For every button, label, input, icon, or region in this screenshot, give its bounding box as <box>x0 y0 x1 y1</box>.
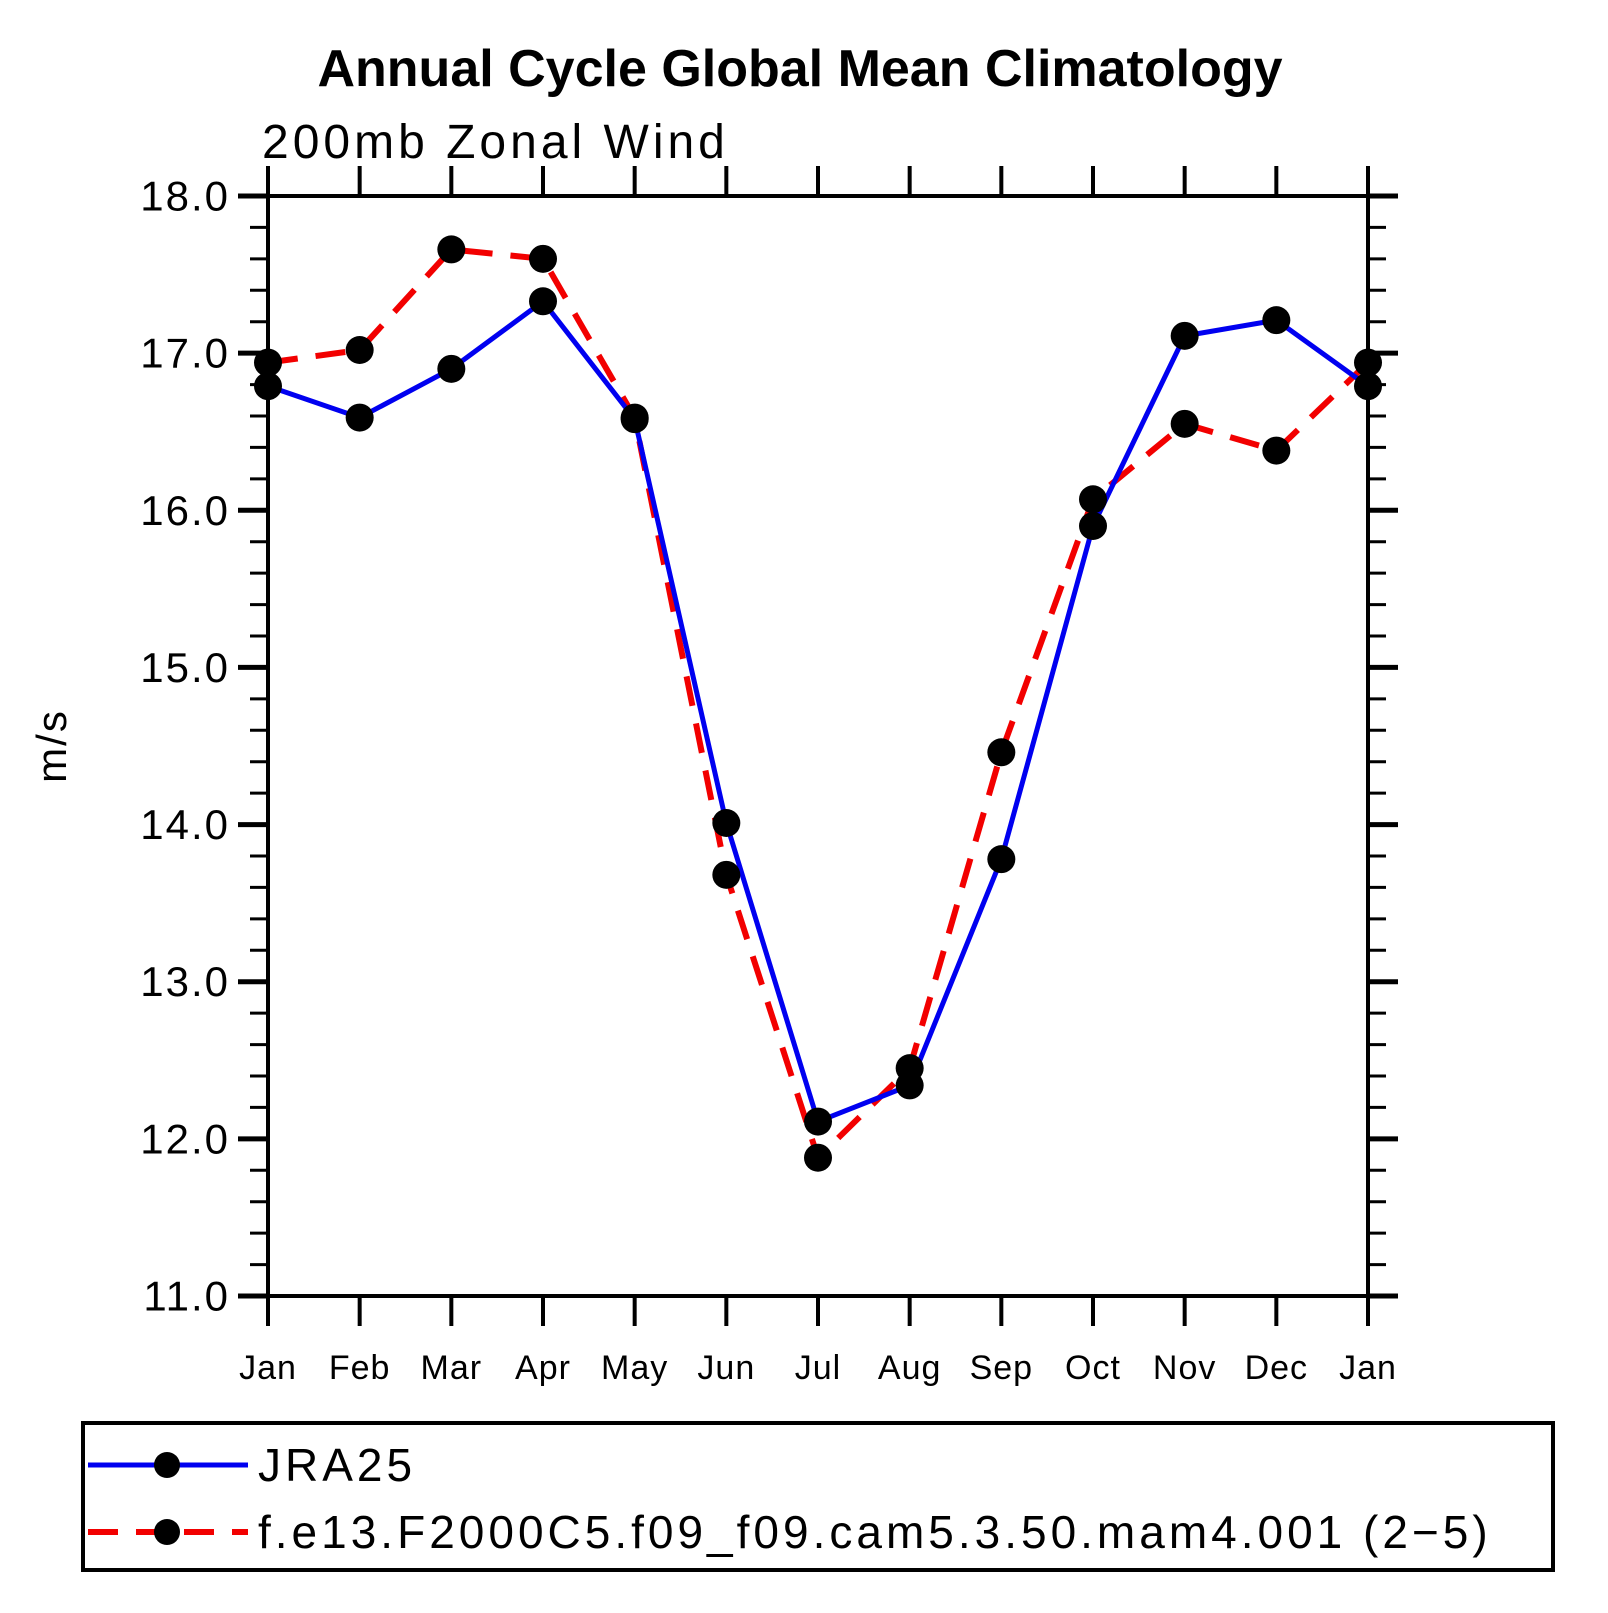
y-tick-label: 13.0 <box>140 958 230 1005</box>
x-tick-label: Apr <box>515 1349 571 1387</box>
data-point-jra25-dec11 <box>1262 306 1291 335</box>
y-tick-label: 15.0 <box>140 644 230 691</box>
data-point-model-nov10 <box>1170 409 1199 438</box>
x-tick-label: Jan <box>239 1349 297 1387</box>
x-tick-label: Sep <box>970 1349 1034 1387</box>
x-tick-label: May <box>601 1349 668 1387</box>
data-point-jra25-may4 <box>620 405 649 434</box>
x-tick-label: Nov <box>1153 1349 1216 1387</box>
chart-title: Annual Cycle Global Mean Climatology <box>317 40 1282 98</box>
data-point-jra25-apr3 <box>529 287 557 316</box>
data-point-model-jul6 <box>804 1143 832 1172</box>
x-tick-label: Dec <box>1245 1349 1308 1387</box>
data-point-model-feb1 <box>345 336 374 364</box>
x-tick-label: Aug <box>878 1349 942 1387</box>
legend-marker-model <box>154 1519 180 1545</box>
data-point-jra25-mar2 <box>437 354 466 383</box>
data-point-model-jan0 <box>254 348 282 377</box>
y-tick-label: 16.0 <box>140 487 230 534</box>
series-line-model <box>267 246 1371 1164</box>
data-point-jra25-nov10 <box>1170 321 1199 350</box>
data-point-jra25-jan12 <box>1354 372 1382 401</box>
data-point-model-oct9 <box>1079 485 1107 514</box>
y-tick-label: 17.0 <box>140 330 230 377</box>
y-tick-label: 11.0 <box>143 1273 230 1320</box>
data-point-jra25-jul6 <box>804 1107 832 1136</box>
data-point-jra25-feb1 <box>345 403 374 432</box>
x-tick-label: Oct <box>1065 1349 1121 1387</box>
x-tick-label: Jun <box>697 1349 755 1387</box>
data-point-jra25-oct9 <box>1079 512 1107 540</box>
x-tick-label: Jul <box>795 1349 841 1387</box>
chart-subtitle: 200mb Zonal Wind <box>262 116 729 169</box>
legend: JRA25 f.e13.F2000C5.f09_f09.cam5.3.50.ma… <box>81 1421 1555 1572</box>
legend-label-model: f.e13.F2000C5.f09_f09.cam5.3.50.mam4.001… <box>258 1506 1492 1558</box>
data-point-jra25-aug7 <box>895 1071 924 1100</box>
data-point-jra25-jan0 <box>254 372 282 401</box>
y-tick-label: 12.0 <box>140 1115 230 1162</box>
data-point-model-mar2 <box>437 235 466 264</box>
legend-box <box>81 1421 1555 1572</box>
data-point-jra25-jun5 <box>712 809 741 837</box>
legend-label-jra25: JRA25 <box>258 1439 416 1491</box>
data-point-model-sep8 <box>987 738 1016 767</box>
x-tick-label: Jan <box>1339 1349 1397 1387</box>
series-line-jra25 <box>267 297 1370 1125</box>
data-point-model-jun5 <box>712 860 741 889</box>
data-point-model-apr3 <box>529 244 557 273</box>
data-point-model-jan12 <box>1354 348 1382 377</box>
series <box>254 235 1382 1172</box>
x-tick-label: Feb <box>329 1349 391 1387</box>
data-point-model-dec11 <box>1262 436 1291 465</box>
x-tick-label: Mar <box>421 1349 483 1387</box>
y-tick-label: 14.0 <box>140 801 230 848</box>
y-axis-label: m/s <box>28 709 75 783</box>
legend-marker-jra25 <box>154 1452 180 1478</box>
y-tick-label: 18.0 <box>140 173 230 220</box>
data-point-jra25-sep8 <box>987 845 1016 874</box>
